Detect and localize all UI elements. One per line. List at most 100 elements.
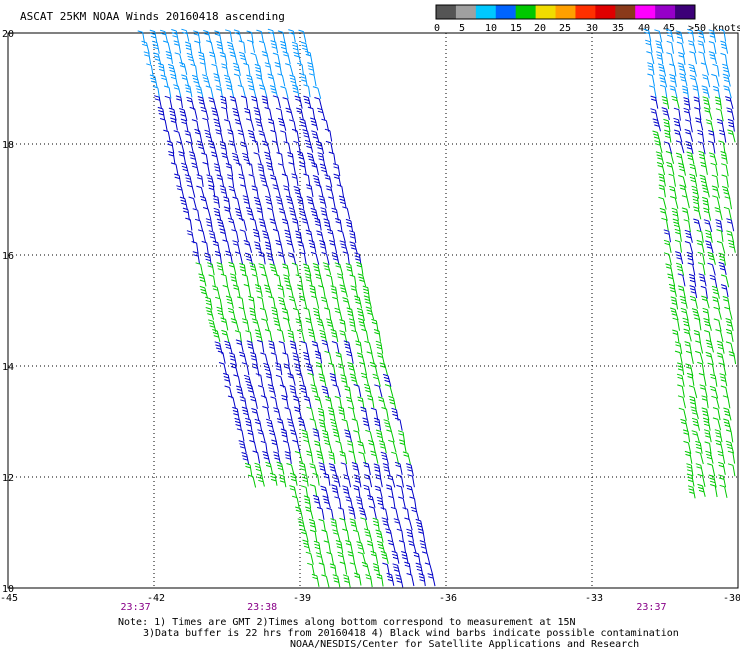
wind-barb <box>281 173 290 187</box>
wind-barb <box>659 84 668 98</box>
wind-barb <box>176 185 185 199</box>
wind-barb <box>213 118 222 132</box>
wind-barb <box>238 40 246 54</box>
wind-barb <box>311 130 320 144</box>
wind-barb <box>203 30 212 44</box>
wind-barb <box>269 263 278 277</box>
wind-barb <box>668 283 677 298</box>
wind-barb <box>258 130 267 144</box>
wind-barb <box>207 262 215 276</box>
lat-tick-label: 12 <box>2 473 14 484</box>
wind-barb <box>254 63 262 77</box>
wind-barb <box>394 417 403 431</box>
wind-barb <box>688 63 697 77</box>
wind-barb <box>708 41 717 55</box>
wind-barb <box>303 84 311 98</box>
wind-barb <box>231 152 241 166</box>
wind-barb <box>325 140 334 154</box>
wind-barb <box>645 39 653 53</box>
wind-barb <box>277 30 286 44</box>
wind-barb <box>696 229 704 243</box>
wind-barb <box>232 406 240 420</box>
wind-barb <box>201 152 209 166</box>
wind-barb <box>364 474 373 488</box>
wind-barb <box>225 250 233 264</box>
wind-barb <box>663 239 672 253</box>
lat-tick-label: 20 <box>2 29 14 40</box>
wind-barb <box>711 395 720 409</box>
wind-barb <box>243 240 253 253</box>
wind-barb <box>671 95 680 109</box>
wind-barb <box>319 240 327 254</box>
wind-barb <box>252 228 261 242</box>
wind-barb <box>204 129 213 143</box>
time-labels: 23:37 23:38 23:37 <box>121 602 667 613</box>
wind-barb <box>691 185 700 199</box>
wind-barb <box>395 574 404 588</box>
wind-barb <box>654 29 663 43</box>
wind-barb <box>681 85 689 99</box>
wind-barb <box>326 318 335 332</box>
wind-barb <box>318 518 326 532</box>
note-line-3: NOAA/NESDIS/Center for Satellite Applica… <box>290 639 639 650</box>
wind-barb <box>388 495 396 509</box>
wind-barb <box>284 229 292 243</box>
wind-barb <box>318 373 327 387</box>
wind-barb <box>671 207 679 221</box>
wind-barb <box>249 307 257 321</box>
wind-barb <box>388 439 397 453</box>
wind-barb <box>321 574 330 588</box>
wind-barb <box>658 196 667 210</box>
wind-barb <box>683 328 692 342</box>
wind-barb <box>315 140 325 155</box>
wind-barb <box>348 450 357 464</box>
wind-barb <box>237 296 245 310</box>
wind-barb <box>240 184 249 198</box>
wind-barb <box>711 174 719 188</box>
wind-barb <box>335 540 344 553</box>
wind-barb <box>221 63 229 77</box>
wind-barb <box>258 251 266 265</box>
wind-barb <box>686 251 694 265</box>
wind-barb <box>158 62 166 76</box>
wind-barb <box>198 51 206 65</box>
wind-barb <box>681 207 690 221</box>
wind-barb <box>219 228 228 242</box>
color-legend: 0 5 10 15 20 25 30 35 40 45 >50 knots <box>434 4 740 34</box>
wind-barb <box>288 162 297 176</box>
wind-barb <box>266 162 275 176</box>
wind-barb <box>663 252 672 266</box>
wind-barb <box>712 407 721 421</box>
wind-barb <box>297 241 306 255</box>
wind-barb <box>307 62 315 76</box>
wind-barb <box>410 506 420 520</box>
wind-barb <box>284 407 293 421</box>
wind-barb <box>316 450 325 464</box>
wind-barb <box>254 241 263 255</box>
wind-barb <box>424 562 434 576</box>
wind-barb <box>712 195 721 209</box>
wind-barb <box>699 384 708 398</box>
wind-barb <box>288 295 297 309</box>
legend-swatch <box>635 5 656 19</box>
wind-barb <box>302 129 311 143</box>
wind-barb <box>264 284 273 298</box>
time-label: 23:38 <box>247 602 277 613</box>
wind-barb <box>304 139 314 153</box>
wind-barb <box>351 329 360 343</box>
wind-barb <box>159 29 169 43</box>
wind-barb <box>397 430 406 444</box>
wind-barb <box>698 273 707 287</box>
wind-barb <box>306 406 315 420</box>
wind-barb <box>197 229 206 243</box>
wind-barb <box>234 417 242 431</box>
wind-barb <box>320 485 329 499</box>
wind-barb <box>289 340 298 354</box>
wind-barb <box>394 461 403 475</box>
wind-barb <box>324 128 333 142</box>
wind-barb <box>674 350 683 364</box>
wind-barb <box>710 373 718 387</box>
wind-barb <box>277 73 286 87</box>
wind-barb <box>650 95 659 109</box>
wind-barb <box>250 52 259 66</box>
